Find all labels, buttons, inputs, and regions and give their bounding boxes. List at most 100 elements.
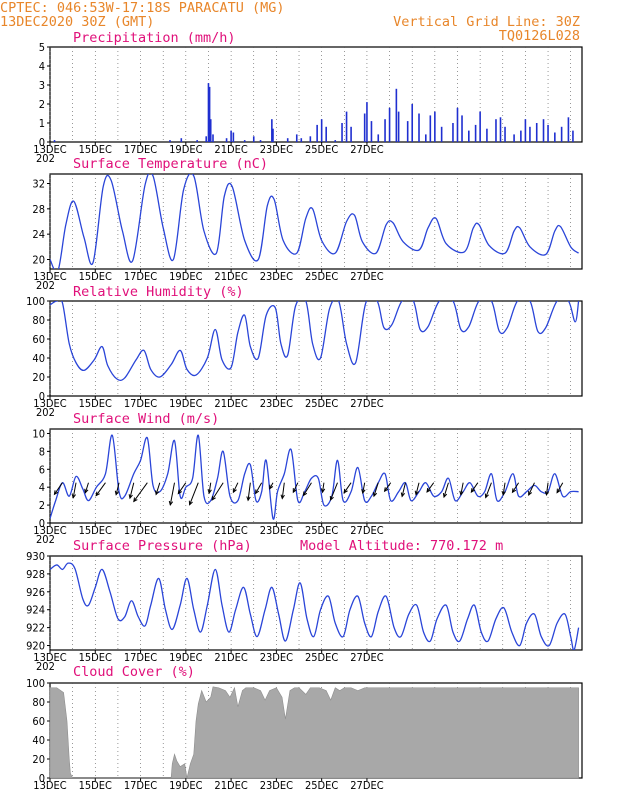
wind-arrow — [189, 482, 199, 505]
wind-arrow — [373, 482, 379, 497]
wind-arrow-head — [329, 495, 334, 502]
precip-bar — [572, 130, 574, 142]
cloud-ytick-label: 20 — [32, 753, 45, 766]
precip-bar — [474, 124, 477, 142]
wind-arrow-head — [320, 488, 326, 494]
precip-bar — [535, 123, 538, 142]
cloud-ytick-label: 40 — [32, 734, 45, 747]
wind-arrow-head — [292, 488, 297, 494]
temp-xtick-label: 13DEC — [33, 270, 66, 283]
wind-arrow — [169, 482, 176, 505]
pressure-ytick-label: 928 — [26, 568, 45, 581]
wind-arrow — [401, 482, 406, 497]
cloud-xtick-label: 27DEC — [350, 779, 383, 792]
wind-arrow-head — [114, 490, 120, 496]
pressure-panel: Surface Pressure (hPa) Model Altitude: 7… — [26, 538, 583, 673]
wind-arrow — [426, 482, 435, 493]
wind-arrow — [95, 482, 106, 496]
wind-arrow — [72, 482, 77, 498]
precip-ytick-label: 2 — [39, 98, 45, 111]
precip-bar — [434, 111, 436, 142]
rh-xtick-label: 21DEC — [214, 397, 247, 410]
precip-bar — [524, 119, 527, 142]
precip-bar — [486, 128, 488, 142]
precip-bar — [205, 136, 208, 142]
pressure-xtick-label: 25DEC — [305, 651, 338, 664]
precip-bar — [334, 140, 337, 142]
wind-arrow — [133, 482, 148, 502]
wind-arrow — [208, 482, 212, 494]
precip-bar — [366, 102, 368, 142]
wind-arrow-head — [302, 491, 308, 497]
precip-bar — [169, 140, 171, 142]
precip-bar — [196, 140, 198, 142]
precip-bar — [225, 138, 228, 142]
pressure-ytick-label: 922 — [26, 622, 45, 635]
wind-arrow-head — [426, 487, 431, 493]
wind-xtick-label: 27DEC — [350, 524, 383, 537]
temp-ytick-label: 24 — [32, 228, 45, 241]
wind-arrow — [343, 482, 352, 494]
temp-xtick-label: 25DEC — [305, 270, 338, 283]
precip-bar — [259, 140, 262, 142]
precip-bar — [180, 138, 183, 142]
pressure-xtick-label: 13DEC — [33, 651, 66, 664]
temp-ytick-label: 32 — [32, 178, 45, 191]
wind-arrow — [485, 482, 492, 498]
precip-bar — [567, 117, 570, 142]
temp-frame — [49, 173, 583, 270]
precipitation-panel: Precipitation (mm/h) 0 1 2 3 4 5 13DEC 15DEC 17DE… — [33, 30, 583, 165]
cloud-xtick-label: 19DEC — [169, 779, 202, 792]
precip-bar — [542, 119, 545, 142]
precip-bar — [316, 124, 318, 142]
wind-ytick-label: 4 — [39, 481, 45, 494]
humidity-title: Relative Humidity (%) — [73, 284, 244, 300]
precip-xtick-label: 13DEC — [33, 143, 66, 156]
wind-arrow-head — [442, 493, 448, 499]
precip-bar — [456, 107, 459, 142]
precip-bar — [320, 119, 323, 142]
wind-arrow-head — [207, 489, 212, 495]
precip-bar — [300, 138, 303, 142]
precip-xtick-label: 27DEC — [350, 143, 383, 156]
pressure-frame — [49, 555, 583, 651]
temp-series-line — [50, 174, 580, 269]
cloud-ytick-label: 60 — [32, 715, 45, 728]
wind-arrow — [211, 482, 224, 501]
pressure-xtick-label: 21DEC — [214, 651, 247, 664]
precip-bar — [461, 115, 463, 142]
pressure-xtick-label: 17DEC — [124, 651, 157, 664]
precip-bar — [230, 130, 232, 142]
precip-bar — [377, 134, 380, 142]
wind-arrow-head — [511, 488, 517, 494]
pressure-ytick-label: 920 — [26, 640, 45, 653]
model-altitude-label: Model Altitude: 770.172 m — [300, 538, 503, 554]
wind-arrow — [384, 482, 392, 492]
wind-arrow-head — [177, 489, 183, 495]
wind-arrow — [528, 482, 535, 496]
pressure-ytick-label: 930 — [26, 550, 45, 563]
precip-bar — [271, 119, 273, 142]
precip-ytick-label: 4 — [39, 60, 45, 73]
wind-title: Surface Wind (m/s) — [73, 411, 219, 427]
wind-arrow — [269, 482, 274, 489]
precip-bar — [363, 113, 366, 142]
rh-xtick-label: 27DEC — [350, 397, 383, 410]
temp-xtick-label: 15DEC — [79, 270, 112, 283]
precip-ytick-label: 0 — [39, 136, 45, 149]
precip-bar — [295, 134, 298, 142]
precip-bar — [309, 136, 312, 142]
wind-arrow-head — [255, 489, 260, 495]
precip-bar — [345, 111, 348, 142]
rh-frame — [49, 300, 583, 397]
pressure-xtick-label: 15DEC — [79, 651, 112, 664]
cloud-xtick-label: 15DEC — [79, 779, 112, 792]
cloud-ytick-label: 0 — [39, 772, 45, 785]
rh-ytick-label: 20 — [32, 371, 45, 384]
rh-ytick-label: 100 — [26, 295, 45, 308]
precip-bar — [212, 134, 214, 142]
wind-arrow — [84, 482, 89, 493]
wind-arrow — [330, 482, 338, 501]
pressure-title: Surface Pressure (hPa) — [73, 538, 252, 554]
